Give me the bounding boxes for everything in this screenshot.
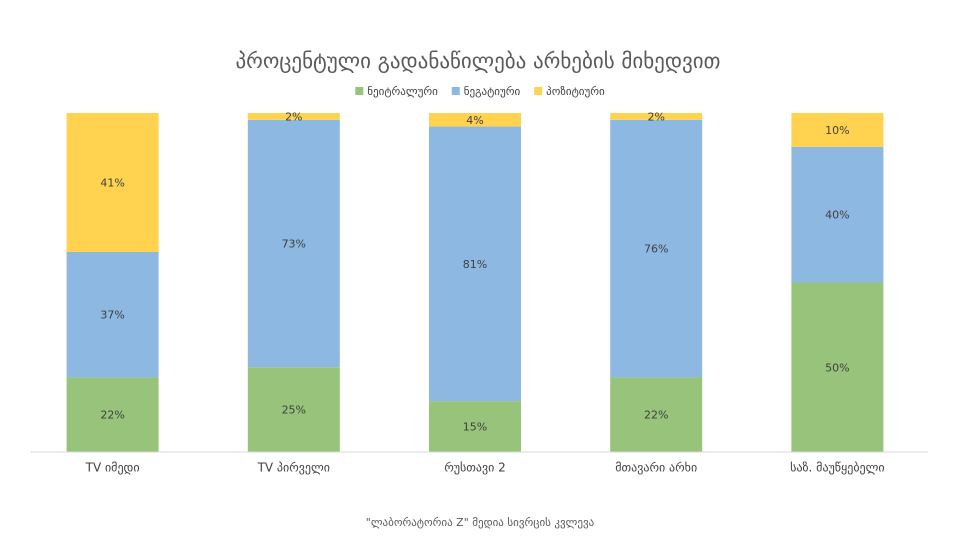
legend-label: ნეიტრალური [367,85,438,98]
data-label: 2% [285,110,302,123]
data-label: 25% [282,404,306,417]
data-label: 40% [825,209,849,222]
legend-label: ნეგატიური [464,85,521,98]
bar-segment [66,377,159,452]
bar-segment [247,113,340,120]
data-label: 41% [100,176,124,189]
bar-segment [247,119,340,368]
legend-swatch [355,87,364,95]
legend-swatch [534,87,543,95]
x-tick-label: TV პირველი [257,461,330,475]
bar-segment [429,113,521,127]
source-note: "ლაბორატორია Z" მედია სივრცის კვლევა [366,516,595,529]
data-label: 50% [825,361,849,374]
bar-segment [429,126,521,402]
data-label: 37% [100,309,124,322]
data-label: 22% [100,409,124,422]
bar-segment [247,367,340,452]
bar-segment [791,282,884,452]
bar-segment [610,119,703,378]
x-tick-label: რუსთავი 2 [444,461,506,475]
data-label: 10% [825,124,849,137]
chart-title: პროცენტული გადანაწილება არხების მიხედვით [236,49,721,73]
x-tick-label: საზ. მაუწყებელი [790,461,884,475]
data-label: 73% [282,238,306,251]
data-label: 4% [466,114,483,127]
data-label: 76% [644,243,668,256]
bar-segment [66,113,159,252]
x-tick-label: მთავარი არხი [615,461,697,475]
data-label: 2% [647,110,664,123]
bar-segment [610,377,703,452]
bar-segment [429,401,521,452]
bar-segment [791,146,884,283]
x-tick-label: TV იმედი [85,461,140,475]
bar-segment [791,113,884,147]
legend-swatch [451,87,460,95]
data-label: 81% [463,258,487,271]
data-label: 22% [644,409,668,422]
bar-segment [610,113,703,120]
legend-label: პოზიტიური [546,85,605,98]
bar-segment [66,251,159,378]
data-label: 15% [463,421,487,434]
